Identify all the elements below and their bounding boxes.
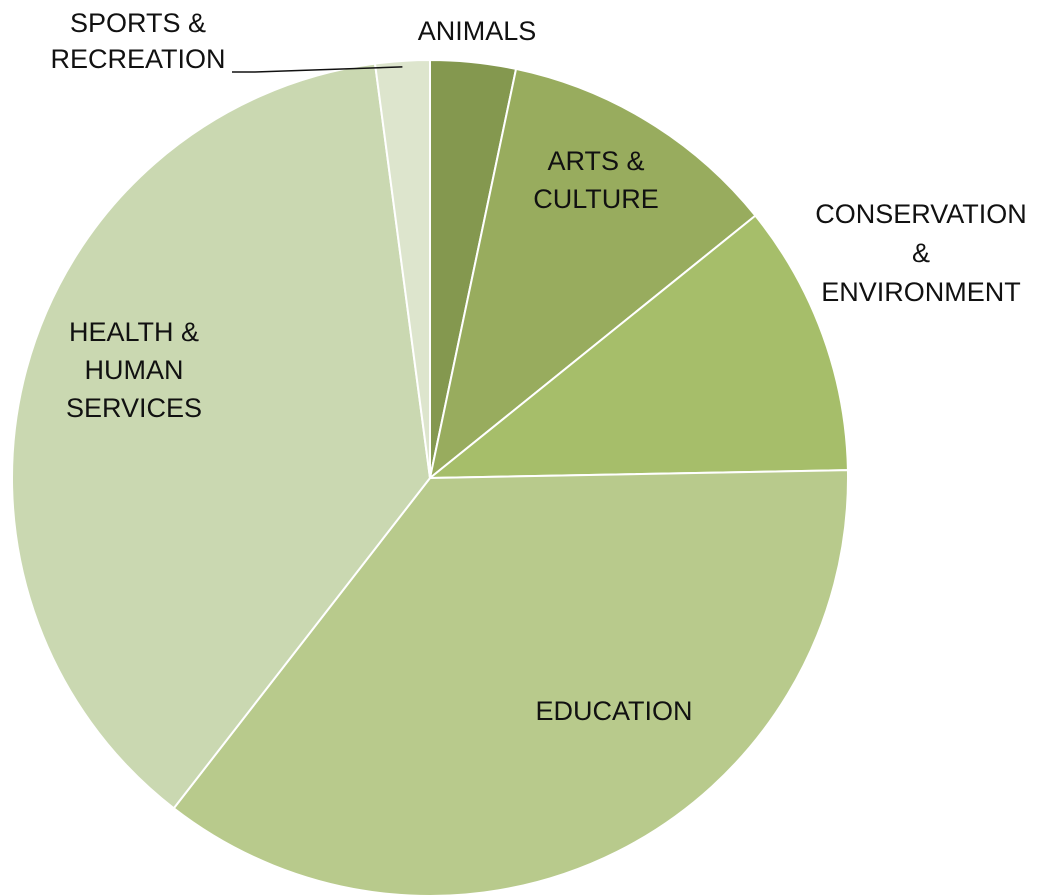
pie-slice-sports-and-recreation [374,59,431,479]
slice-label-health-and-human-services: HEALTH & HUMAN SERVICES [66,317,202,423]
slice-labels: ANIMALS ARTS & CULTURE CONSERVATION & ENVIRON… [50,8,1026,726]
slice-label-education: EDUCATION [535,696,692,726]
leader-lines [232,66,403,73]
slice-label-animals: ANIMALS [418,16,537,46]
pie-slice-education [172,469,849,896]
slice-label-conservation-and-environment: CONSERVATION & ENVIRONMENT [815,199,1027,307]
pie-slices [11,59,849,896]
slice-label-arts-and-culture: ARTS & CULTURE [533,146,659,214]
pie-slice-arts-and-culture [429,67,757,479]
pie-slice-conservation-and-environment [429,214,849,479]
pie-slice-health-and-human-services [11,62,431,810]
leader-line-sports-recreation [232,66,403,73]
slice-label-sports-and-recreation: SPORTS & RECREATION [50,8,225,74]
